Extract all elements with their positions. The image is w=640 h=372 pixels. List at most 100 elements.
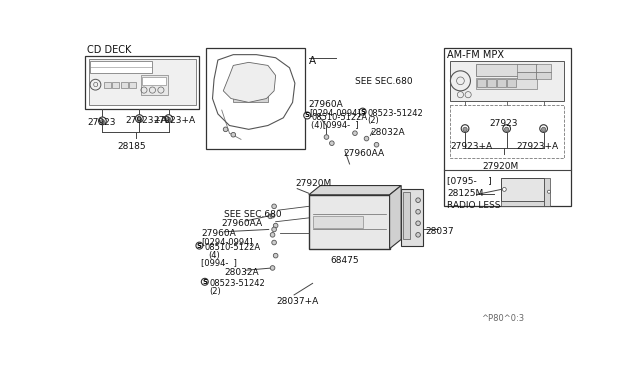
- Circle shape: [416, 221, 420, 225]
- Bar: [501, 178, 543, 201]
- Circle shape: [202, 278, 208, 285]
- Bar: [444, 48, 570, 206]
- Circle shape: [416, 209, 420, 214]
- Text: 27923+A: 27923+A: [451, 142, 493, 151]
- Circle shape: [231, 132, 236, 137]
- Bar: [86, 56, 200, 109]
- Bar: [141, 76, 168, 95]
- Bar: [497, 79, 506, 87]
- Circle shape: [359, 108, 366, 115]
- Bar: [536, 73, 551, 79]
- Text: 28037: 28037: [426, 227, 454, 236]
- Circle shape: [272, 227, 276, 232]
- Circle shape: [461, 125, 469, 132]
- Circle shape: [416, 232, 420, 237]
- Text: (2): (2): [209, 287, 221, 296]
- Text: SEE SEC.680: SEE SEC.680: [224, 210, 282, 219]
- Polygon shape: [308, 186, 401, 195]
- Circle shape: [374, 142, 379, 147]
- Text: 28032A: 28032A: [371, 128, 405, 137]
- Text: S: S: [360, 109, 365, 115]
- Text: [0795-    ]: [0795- ]: [447, 176, 492, 185]
- Circle shape: [270, 213, 275, 218]
- Text: A: A: [308, 56, 316, 66]
- Text: 08510-5122A: 08510-5122A: [311, 113, 367, 122]
- Text: S: S: [305, 112, 310, 118]
- Text: SEE SEC.680: SEE SEC.680: [355, 77, 413, 86]
- Circle shape: [270, 232, 275, 237]
- Bar: [143, 77, 166, 85]
- Bar: [476, 78, 538, 89]
- Polygon shape: [223, 62, 276, 102]
- Bar: [477, 79, 486, 87]
- Bar: [253, 90, 266, 96]
- Bar: [517, 73, 536, 79]
- Text: AM-FM MPX: AM-FM MPX: [447, 50, 504, 60]
- Text: 28185: 28185: [118, 142, 147, 151]
- Text: 27923: 27923: [490, 119, 518, 128]
- Circle shape: [324, 135, 329, 140]
- Circle shape: [503, 125, 511, 132]
- Bar: [536, 64, 551, 71]
- Circle shape: [99, 117, 106, 125]
- Text: (2): (2): [367, 116, 379, 125]
- Bar: [450, 106, 564, 158]
- Bar: [476, 64, 538, 76]
- Bar: [88, 59, 196, 106]
- Text: (4): (4): [208, 251, 220, 260]
- Text: RADIO LESS: RADIO LESS: [447, 201, 501, 210]
- Text: [0994-  ]: [0994- ]: [201, 258, 237, 267]
- Circle shape: [547, 190, 550, 193]
- Bar: [450, 61, 564, 101]
- Bar: [308, 195, 390, 249]
- Bar: [129, 81, 136, 88]
- Circle shape: [164, 115, 172, 122]
- Text: 27923+A: 27923+A: [153, 116, 195, 125]
- Circle shape: [504, 127, 509, 131]
- Circle shape: [273, 223, 278, 228]
- Bar: [501, 201, 543, 206]
- Bar: [517, 64, 536, 71]
- Text: 27923+A: 27923+A: [125, 116, 168, 125]
- Text: 28037+A: 28037+A: [276, 297, 319, 306]
- Bar: [543, 178, 550, 206]
- Circle shape: [273, 253, 278, 258]
- Text: 28125M: 28125M: [447, 189, 484, 198]
- Text: 27923: 27923: [88, 118, 116, 127]
- Circle shape: [272, 240, 276, 245]
- Text: 27960A: 27960A: [308, 100, 344, 109]
- Text: 68475: 68475: [330, 256, 359, 265]
- Circle shape: [270, 266, 275, 270]
- Polygon shape: [390, 186, 401, 249]
- Text: [0294-0994]: [0294-0994]: [201, 237, 253, 246]
- Bar: [403, 192, 410, 239]
- Circle shape: [304, 112, 310, 119]
- Text: 08523-51242: 08523-51242: [367, 109, 423, 118]
- Text: 27923+A: 27923+A: [516, 142, 559, 151]
- Circle shape: [364, 136, 369, 141]
- Bar: [401, 189, 422, 246]
- Bar: [206, 48, 305, 148]
- Bar: [312, 216, 363, 228]
- Text: 27920M: 27920M: [482, 163, 518, 171]
- Circle shape: [540, 125, 547, 132]
- Circle shape: [136, 115, 143, 122]
- Bar: [113, 81, 119, 88]
- Text: 27960A: 27960A: [201, 230, 236, 238]
- Text: O: O: [93, 82, 98, 88]
- Circle shape: [463, 127, 467, 131]
- Text: CD DECK: CD DECK: [87, 45, 131, 55]
- Circle shape: [416, 198, 420, 202]
- Circle shape: [137, 117, 141, 121]
- Bar: [121, 81, 128, 88]
- Text: 27920M: 27920M: [296, 179, 332, 188]
- Circle shape: [353, 131, 357, 135]
- Text: S: S: [202, 279, 207, 285]
- Circle shape: [196, 242, 203, 249]
- Text: 27960AA: 27960AA: [344, 148, 385, 158]
- Bar: [235, 90, 250, 96]
- Circle shape: [268, 214, 273, 219]
- Circle shape: [541, 127, 546, 131]
- Circle shape: [166, 117, 171, 121]
- Text: S: S: [197, 243, 202, 248]
